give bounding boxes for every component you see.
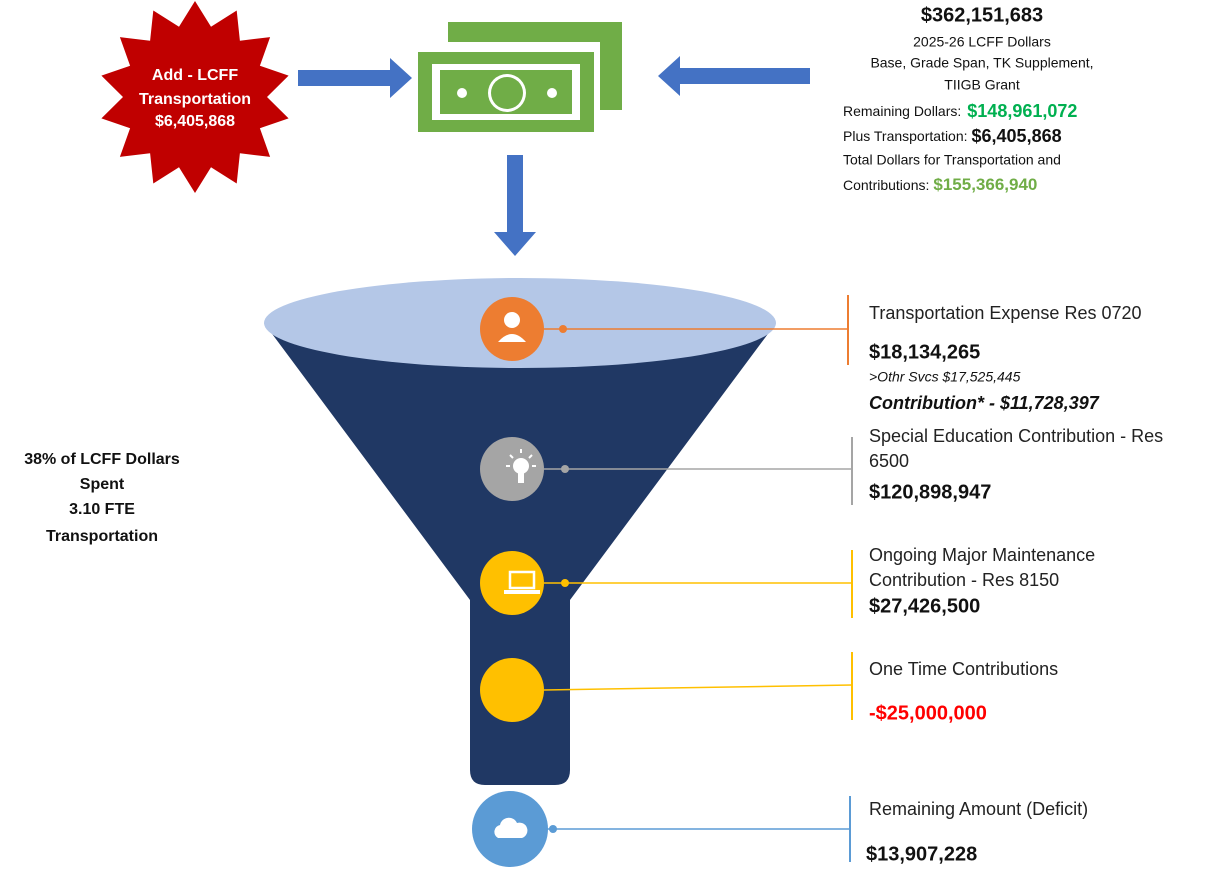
side-note: 38% of LCFF Dollars bbox=[24, 451, 180, 468]
label: Plus Transportation: bbox=[843, 128, 968, 144]
side-note: Transportation bbox=[46, 528, 158, 545]
arrow-left bbox=[658, 56, 810, 96]
connectors bbox=[542, 295, 853, 862]
icon-circle bbox=[480, 658, 544, 722]
summary-line: Base, Grade Span, TK Supplement, bbox=[870, 55, 1093, 71]
item-amount: $120,898,947 bbox=[869, 481, 991, 503]
total-line: Contributions: $155,366,940 bbox=[843, 175, 1037, 194]
total-line: Total Dollars for Transportation and bbox=[843, 152, 1061, 168]
summary-line: TIIGB Grant bbox=[944, 77, 1020, 93]
item-label: Transportation Expense Res 0720 bbox=[869, 303, 1142, 323]
item-amount: $18,134,265 bbox=[869, 341, 980, 363]
item-amount: -$25,000,000 bbox=[869, 702, 987, 724]
icon-bulb bbox=[480, 437, 544, 501]
item-label: Contribution - Res 8150 bbox=[869, 570, 1059, 590]
item-contribution: Contribution* - $11,728,397 bbox=[869, 393, 1100, 413]
starburst-text: $6,405,868 bbox=[155, 113, 235, 130]
summary-line: 2025-26 LCFF Dollars bbox=[913, 34, 1051, 50]
item-amount: $27,426,500 bbox=[869, 595, 980, 617]
arrow-right bbox=[298, 58, 412, 98]
side-note: Spent bbox=[80, 476, 125, 493]
remaining-line: Remaining Dollars: $148,961,072 bbox=[843, 101, 1077, 121]
starburst bbox=[101, 1, 289, 193]
item-label: Remaining Amount (Deficit) bbox=[869, 799, 1088, 819]
arrow-down bbox=[494, 155, 536, 256]
starburst-text: Transportation bbox=[139, 91, 251, 108]
value: $148,961,072 bbox=[967, 101, 1077, 121]
icon-person bbox=[480, 297, 544, 361]
item-label: 6500 bbox=[869, 451, 909, 471]
plus-line: Plus Transportation: $6,405,868 bbox=[843, 126, 1062, 146]
value: $6,405,868 bbox=[972, 126, 1062, 146]
starburst-text: Add - LCFF bbox=[152, 67, 238, 84]
money-icon bbox=[418, 22, 622, 132]
icon-cloud bbox=[472, 791, 548, 867]
item-label: Special Education Contribution - Res bbox=[869, 426, 1163, 446]
value: $155,366,940 bbox=[933, 175, 1037, 194]
item-label: Ongoing Major Maintenance bbox=[869, 545, 1095, 565]
side-note: 3.10 FTE bbox=[69, 501, 135, 518]
summary-total: $362,151,683 bbox=[921, 4, 1043, 26]
icon-laptop bbox=[480, 551, 544, 615]
label: Remaining Dollars: bbox=[843, 103, 961, 119]
item-detail: >Othr Svcs $17,525,445 bbox=[869, 369, 1021, 385]
item-label: One Time Contributions bbox=[869, 659, 1058, 679]
label: Contributions: bbox=[843, 177, 929, 193]
item-amount: $13,907,228 bbox=[866, 843, 977, 865]
